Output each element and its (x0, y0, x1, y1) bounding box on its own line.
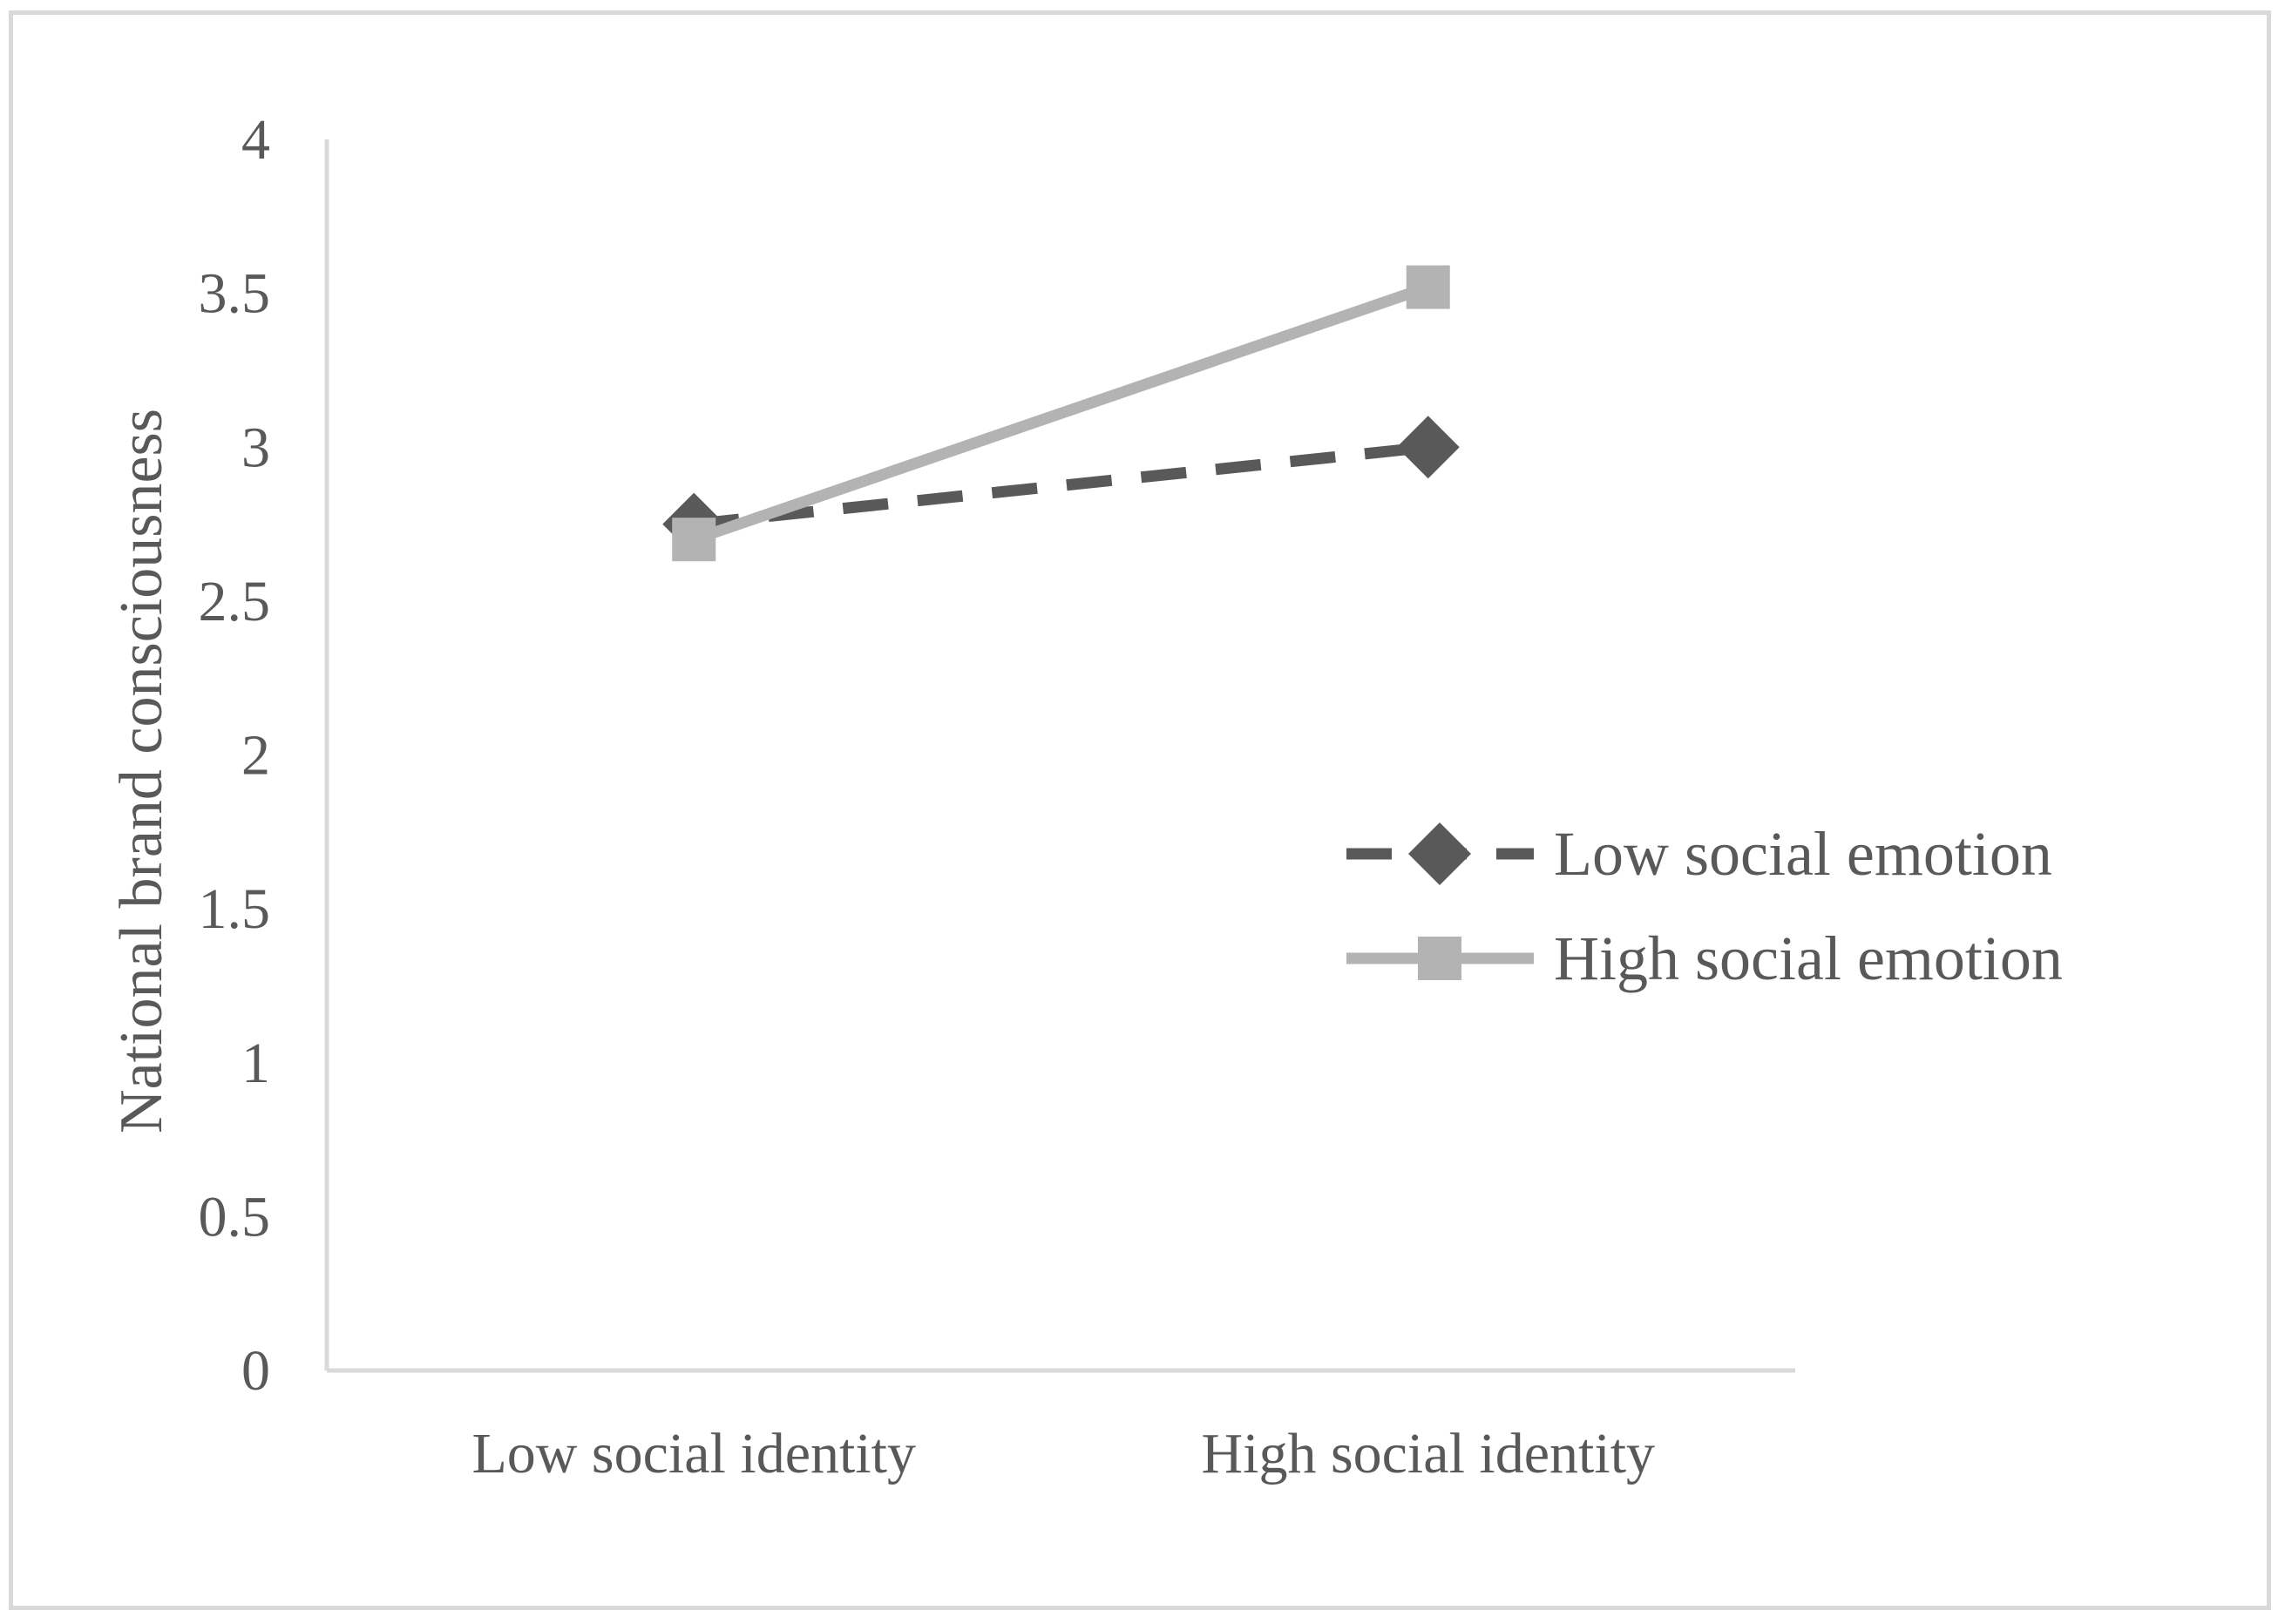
series-1 (662, 416, 1460, 556)
y-tick-label: 0 (241, 1339, 270, 1403)
y-tick-label: 3.5 (199, 262, 271, 326)
legend: Low social emotion High social emotion (1346, 819, 2063, 993)
series-lines (662, 265, 1460, 562)
x-category-labels: Low social identity High social identity (471, 1422, 1655, 1485)
y-tick-label: 1 (241, 1032, 270, 1095)
data-point (1406, 265, 1450, 309)
x-category-label: Low social identity (471, 1422, 916, 1485)
y-axis-title: National brand consciousness (108, 409, 175, 1133)
series-line (692, 281, 1430, 545)
y-tick-label: 3 (241, 416, 270, 479)
y-tick-label: 1.5 (199, 877, 271, 941)
legend-label: High social emotion (1554, 924, 2063, 993)
y-tick-labels: 0 0.5 1 1.5 2 2.5 3 3.5 4 (199, 108, 271, 1403)
y-tick-label: 0.5 (199, 1185, 271, 1248)
axes (324, 139, 1795, 1373)
chart-frame (9, 10, 2271, 1610)
series-2 (672, 265, 1450, 562)
legend-entry: High social emotion (1346, 924, 2063, 993)
legend-marker (1418, 937, 1461, 980)
data-point (1396, 416, 1460, 479)
y-tick-label: 2 (241, 724, 270, 788)
legend-label: Low social emotion (1554, 819, 2052, 889)
legend-marker (1408, 822, 1471, 885)
y-tick-label: 2.5 (199, 570, 271, 633)
legend-entry: Low social emotion (1346, 819, 2052, 889)
series-line (693, 441, 1429, 531)
x-category-label: High social identity (1201, 1422, 1655, 1485)
y-tick-label: 4 (241, 108, 270, 172)
data-point (672, 518, 716, 562)
